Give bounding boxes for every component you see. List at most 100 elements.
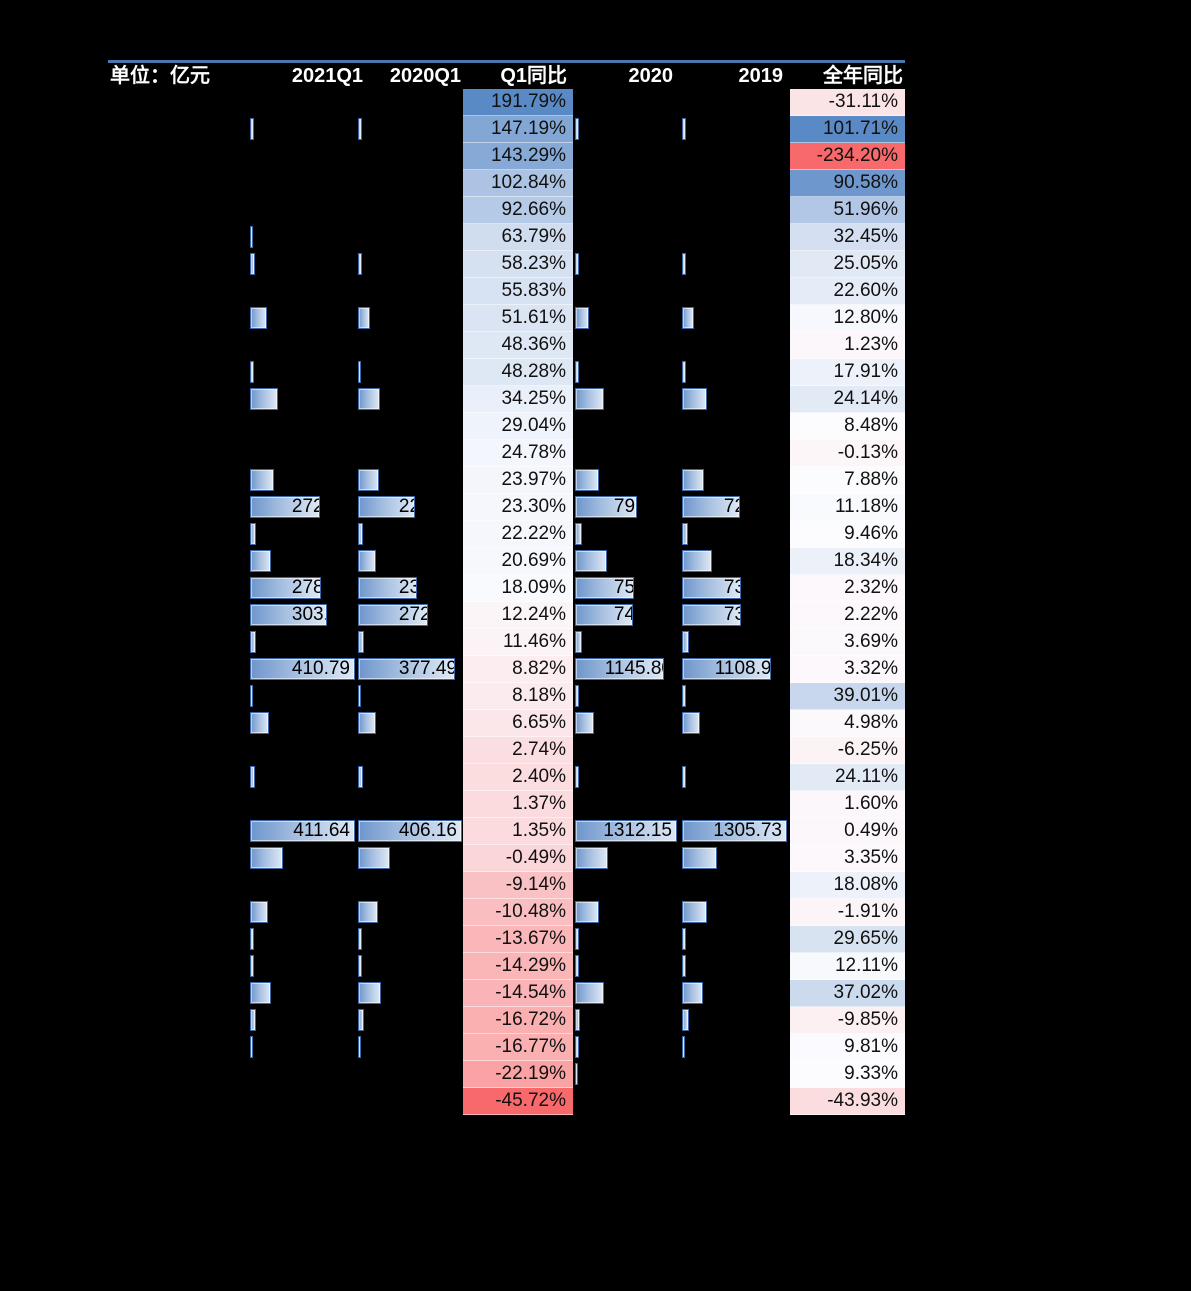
bar-value-label: 370.00: [576, 983, 603, 1003]
databar-2019: 274.00: [682, 469, 704, 491]
databar-2019: 721.00: [682, 496, 740, 518]
fy-yoy-cell: -1.91%: [790, 899, 905, 926]
bar-value-label: 87.00: [683, 632, 688, 652]
databar-2020q1: 125.00: [358, 847, 390, 869]
q1-yoy-cell: -10.48%: [463, 899, 573, 926]
bar-value-label: 797.00: [613, 496, 636, 517]
fy-yoy-cell: 12.80%: [790, 305, 905, 332]
bar-value-label: 373.00: [576, 389, 603, 409]
databar-2021q1: 12.00: [250, 1036, 254, 1058]
bar-value-label: 311.00: [683, 389, 706, 409]
databar-2020q1-cell: 222.40: [358, 494, 462, 521]
databar-2019-cell: 50.00: [682, 953, 787, 980]
bar-value-label: 86.00: [359, 389, 379, 409]
bar-value-label: 149.00: [683, 308, 693, 328]
table-row: 102.84% 90.58%: [108, 170, 905, 197]
databar-2021q1: 278.40: [250, 577, 321, 599]
databar-2021q1: 24.00: [250, 631, 257, 653]
databar-2019-cell: 1305.73: [682, 818, 787, 845]
databar-2020-cell: 797.00: [575, 494, 677, 521]
q1-yoy-cell: -16.77%: [463, 1034, 573, 1061]
databar-2019: 50.00: [682, 361, 686, 383]
databar-2021q1: 272.50: [250, 496, 320, 518]
table-top-border: [108, 60, 905, 63]
databar-2020q1: 272.00: [358, 604, 428, 626]
databar-2019-cell: 87.00: [682, 1007, 787, 1034]
bar-value-label: 94.00: [251, 470, 273, 490]
databar-2021q1-cell: 24.00: [250, 1007, 355, 1034]
q1-yoy-cell: 48.28%: [463, 359, 573, 386]
fy-yoy-cell: 29.65%: [790, 926, 905, 953]
databar-2020: 180.00: [575, 307, 589, 329]
databar-2019: 50.00: [682, 685, 686, 707]
bar-value-label: 12.00: [251, 227, 252, 247]
databar-2021q1-cell: 12.00: [250, 224, 355, 251]
databar-2019-cell: 50.00: [682, 359, 787, 386]
q1-yoy-cell: 8.82%: [463, 656, 573, 683]
databar-2020-cell: 373.00: [575, 386, 677, 413]
table-header-row: 单位：亿元 2021Q1 2020Q1 Q1同比 2020 2019 全年同比: [108, 63, 905, 89]
databar-2020: 51.00: [575, 118, 579, 140]
bar-value-label: 721.00: [723, 496, 739, 517]
q1-yoy-cell: 1.37%: [463, 791, 573, 818]
databar-2020q1: 16.00: [358, 928, 363, 950]
bar-value-label: 272.50: [291, 496, 319, 517]
q1-yoy-cell: 63.79%: [463, 224, 573, 251]
databar-2021q1-cell: 82.00: [250, 548, 355, 575]
table-row: 16.00 16.00 51.00 50.00 -14.29% 12.11%: [108, 953, 905, 980]
bar-value-label: 51.00: [576, 929, 578, 949]
databar-2019: 737.00: [682, 577, 742, 599]
databar-2020: 745.00: [575, 604, 633, 626]
databar-2020-cell: 51.00: [575, 926, 677, 953]
databar-2020q1: 12.00: [358, 1036, 362, 1058]
bar-value-label: 16.00: [359, 254, 361, 274]
table-row: 24.00 20.00 90.00 75.00 22.22% 9.46%: [108, 521, 905, 548]
q1-yoy-cell: 2.40%: [463, 764, 573, 791]
databar-2020: 51.00: [575, 928, 579, 950]
databar-2020q1: 16.00: [358, 253, 363, 275]
bar-value-label: 71.00: [251, 902, 267, 922]
databar-2019: 373.00: [682, 550, 712, 572]
bar-value-label: 310.00: [576, 902, 598, 922]
bar-value-label: 20.00: [251, 767, 254, 787]
bar-value-label: 12.00: [359, 362, 360, 382]
databar-2021q1-cell: 94.00: [250, 467, 355, 494]
bar-value-label: 50.00: [683, 362, 685, 382]
bar-value-label: 82.00: [251, 551, 270, 571]
databar-2020q1-cell: 82.00: [358, 467, 462, 494]
bar-value-label: 180.00: [576, 308, 588, 328]
databar-2020q1: 70.00: [358, 712, 376, 734]
bar-value-label: 272.00: [398, 604, 428, 625]
col-header-year-yoy: 全年同比: [823, 65, 903, 87]
q1-yoy-cell: -22.19%: [463, 1061, 573, 1088]
table-row: 16.00 16.00 51.00 50.00 -13.67% 29.65%: [108, 926, 905, 953]
fy-yoy-cell: 22.60%: [790, 278, 905, 305]
databar-2020-cell: 757.00: [575, 575, 677, 602]
bar-value-label: 70.00: [359, 713, 375, 733]
databar-2019: 75.00: [682, 523, 688, 545]
fy-yoy-cell: -9.85%: [790, 1007, 905, 1034]
databar-2020-cell: 1312.15: [575, 818, 677, 845]
databar-2020: 51.00: [575, 685, 579, 707]
col-header-q1-yoy: Q1同比: [500, 65, 567, 87]
fy-yoy-cell: 24.14%: [790, 386, 905, 413]
table-row: 12.00 12.00 51.00 50.00 8.18% 39.01%: [108, 683, 905, 710]
col-header-2021q1: 2021Q1: [291, 65, 363, 87]
databar-2019: 311.00: [682, 901, 707, 923]
financial-comparison-table: 单位：亿元 2021Q1 2020Q1 Q1同比 2020 2019 全年同比 …: [108, 60, 905, 1120]
table-row: 129.00 125.00 420.00 430.00 -0.49% 3.35%: [108, 845, 905, 872]
databar-2021q1-cell: 411.64: [250, 818, 355, 845]
databar-2020-cell: 90.00: [575, 629, 677, 656]
databar-2020-cell: 51.00: [575, 683, 677, 710]
databar-2020: 51.00: [575, 766, 579, 788]
databar-2019-cell: 311.00: [682, 386, 787, 413]
table-row: 94.00 82.00 309.00 274.00 23.97% 7.88%: [108, 467, 905, 494]
databar-2020-cell: 244.00: [575, 710, 677, 737]
bar-value-label: 23.00: [359, 1010, 363, 1030]
databar-2020q1-cell: 406.16: [358, 818, 462, 845]
bar-value-label: 74.00: [251, 713, 268, 733]
bar-value-label: 75.00: [683, 524, 687, 544]
fy-yoy-cell: 90.58%: [790, 170, 905, 197]
databar-2019-cell: 50.00: [682, 683, 787, 710]
